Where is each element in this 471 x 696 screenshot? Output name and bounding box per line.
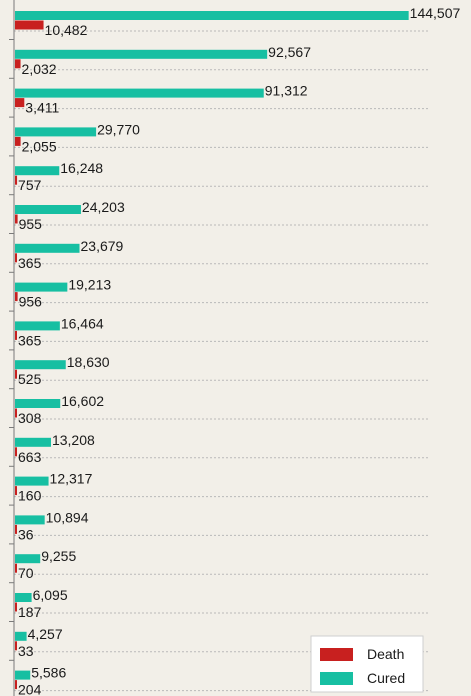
legend-swatch-cured — [320, 672, 353, 685]
data-label-death: 365 — [18, 332, 42, 348]
bar-cured — [15, 321, 60, 331]
bar-death — [15, 59, 21, 69]
bar-cured — [15, 631, 27, 641]
data-label-death: 308 — [18, 410, 42, 426]
data-label-cured: 24,203 — [82, 199, 125, 215]
bar-cured — [15, 554, 41, 564]
bar-death — [15, 253, 17, 263]
bar-death — [15, 486, 17, 496]
data-label-death: 757 — [18, 177, 42, 193]
bar-death — [15, 641, 17, 651]
bar-cured — [15, 515, 45, 525]
data-label-death: 365 — [18, 255, 42, 271]
data-label-death: 2,055 — [22, 138, 57, 154]
bar-death — [15, 563, 17, 573]
data-label-death: 3,411 — [25, 100, 59, 116]
data-label-cured: 5,586 — [31, 665, 66, 681]
bar-cured — [15, 49, 268, 59]
data-label-death: 663 — [18, 449, 42, 465]
grid-lines — [14, 30, 430, 692]
data-label-death: 70 — [18, 565, 34, 581]
bar-cured — [15, 670, 31, 680]
bar-death — [15, 214, 18, 224]
data-label-cured: 144,507 — [410, 5, 461, 21]
data-label-death: 187 — [18, 604, 42, 620]
bar-death — [15, 136, 21, 146]
bar-death — [15, 330, 17, 340]
bar-death — [15, 447, 17, 457]
bars — [15, 11, 409, 690]
data-labels: 144,507 10,482 92,567 2,032 91,312 3,411 29,77… — [18, 5, 460, 696]
data-label-cured: 9,255 — [41, 548, 76, 564]
data-label-cured: 12,317 — [50, 471, 93, 487]
data-label-cured: 10,894 — [46, 509, 89, 525]
data-label-death: 204 — [18, 682, 42, 696]
data-label-death: 956 — [19, 294, 43, 310]
data-label-death: 2,032 — [22, 61, 57, 77]
bar-cured — [15, 593, 32, 602]
bar-death — [15, 20, 44, 30]
bar-cured — [15, 243, 80, 253]
legend-label-cured: Cured — [367, 670, 405, 686]
bar-cured — [15, 88, 264, 98]
data-label-death: 10,482 — [45, 22, 88, 38]
data-label-death: 160 — [18, 488, 42, 504]
bar-death — [15, 408, 17, 418]
data-label-death: 525 — [18, 371, 42, 387]
data-label-cured: 16,248 — [60, 160, 103, 176]
data-label-cured: 18,630 — [67, 354, 110, 370]
bar-cured — [15, 437, 51, 447]
bar-death — [15, 369, 17, 379]
data-label-cured: 6,095 — [33, 587, 68, 603]
data-label-cured: 13,208 — [52, 432, 95, 448]
bar-death — [15, 292, 18, 302]
bar-cured — [15, 282, 68, 292]
bar-death — [15, 680, 17, 690]
bar-cured — [15, 360, 66, 370]
data-label-cured: 19,213 — [68, 277, 111, 293]
data-label-death: 36 — [18, 526, 34, 542]
legend-swatch-death — [320, 648, 353, 661]
data-label-cured: 16,602 — [61, 393, 104, 409]
bar-cured — [15, 205, 81, 214]
data-label-death: 955 — [19, 216, 43, 232]
bar-death — [15, 98, 25, 108]
bar-cured — [15, 127, 97, 137]
data-label-cured: 16,464 — [61, 315, 104, 331]
bar-cured — [15, 11, 409, 20]
bar-death — [15, 524, 17, 534]
bar-death — [15, 175, 18, 185]
bar-death — [15, 602, 17, 612]
data-label-cured: 91,312 — [265, 83, 308, 99]
bar-cured — [15, 166, 60, 176]
y-axis-ticks — [9, 39, 14, 661]
legend-label-death: Death — [367, 646, 404, 662]
bar-cured — [15, 476, 49, 486]
data-label-death: 33 — [18, 643, 34, 659]
data-label-cured: 92,567 — [268, 44, 311, 60]
bar-cured — [15, 399, 61, 408]
data-label-cured: 4,257 — [28, 626, 63, 642]
data-label-cured: 29,770 — [97, 121, 140, 137]
data-label-cured: 23,679 — [81, 238, 124, 254]
legend: Death Cured — [310, 635, 424, 693]
